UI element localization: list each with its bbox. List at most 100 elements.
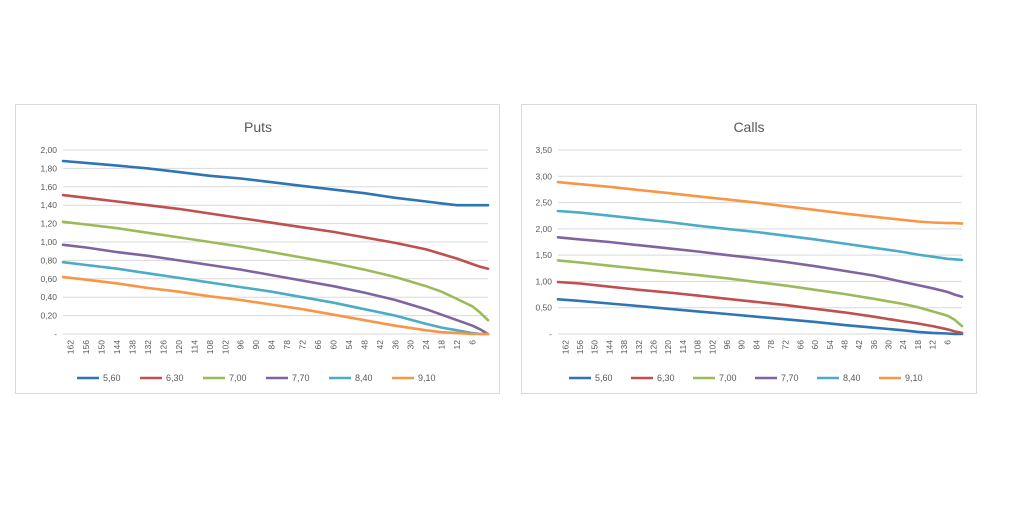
legend-item: 8,40 <box>817 373 861 383</box>
x-tick-label: 138 <box>128 340 138 354</box>
series-line <box>61 243 490 336</box>
puts-chart-panel: Puts - 0,20 0,40 0,60 0,80 1,00 1,20 1,40 1,60 1,8… <box>15 104 500 394</box>
y-tick-label: 0,20 <box>40 311 57 321</box>
y-tick-label: 0,80 <box>40 255 57 265</box>
x-tick-label: 150 <box>97 340 107 354</box>
x-tick-label: 96 <box>722 340 732 350</box>
legend-label: 7,70 <box>781 373 799 383</box>
x-tick-label: 120 <box>174 340 184 354</box>
series-line <box>61 220 490 322</box>
x-tick-label: 72 <box>781 340 791 350</box>
x-tick-label: 66 <box>795 340 805 350</box>
y-tick-label: 1,20 <box>40 219 57 229</box>
y-tick-label: 1,00 <box>40 237 57 247</box>
legend-label: 5,60 <box>595 373 613 383</box>
legend-label: 9,10 <box>418 373 436 383</box>
x-tick-label: 18 <box>437 340 447 350</box>
calls-chart: Calls - 0,50 1,00 1,50 2,00 2,50 3,00 3,50 162 156… <box>535 119 964 383</box>
legend-label: 6,30 <box>166 373 184 383</box>
y-tick-label: 1,80 <box>40 163 57 173</box>
series-line <box>556 180 964 225</box>
x-tick-label: 120 <box>663 340 673 354</box>
series-line <box>556 280 964 335</box>
legend-item: 5,60 <box>77 373 121 383</box>
y-tick-label: 2,00 <box>535 224 552 234</box>
series-line <box>556 298 964 336</box>
x-tick-label: 12 <box>452 340 462 350</box>
legend-label: 8,40 <box>355 373 373 383</box>
x-tick-label: 138 <box>619 340 629 354</box>
legend-label: 6,30 <box>657 373 675 383</box>
x-tick-label: 150 <box>590 340 600 354</box>
series-line <box>61 193 490 270</box>
x-tick-label: 144 <box>112 340 122 354</box>
x-tick-label: 42 <box>375 340 385 350</box>
x-tick-label: 72 <box>298 340 308 350</box>
x-tick-label: 30 <box>884 340 894 350</box>
x-tick-label: 126 <box>648 340 658 354</box>
legend-item: 7,70 <box>755 373 799 383</box>
legend-item: 5,60 <box>569 373 613 383</box>
legend-label: 8,40 <box>843 373 861 383</box>
x-tick-label: 96 <box>236 340 246 350</box>
x-tick-label: 54 <box>825 340 835 350</box>
legend-item: 7,00 <box>203 373 247 383</box>
y-tick-label: 3,00 <box>535 171 552 181</box>
x-tick-label: 144 <box>604 340 614 354</box>
x-tick-label: 156 <box>81 340 91 354</box>
x-tick-label: 78 <box>766 340 776 350</box>
series-line <box>556 259 964 328</box>
x-tick-label: 132 <box>143 340 153 354</box>
legend-item: 7,70 <box>266 373 310 383</box>
y-tick-label: 1,60 <box>40 182 57 192</box>
x-tick-label: 162 <box>560 340 570 354</box>
x-tick-label: 108 <box>693 340 703 354</box>
legend-item: 9,10 <box>392 373 436 383</box>
x-tick-label: 84 <box>267 340 277 350</box>
series-line <box>61 159 490 207</box>
y-tick-label: 0,60 <box>40 274 57 284</box>
y-tick-label: 0,50 <box>535 303 552 313</box>
legend-item: 6,30 <box>140 373 184 383</box>
x-tick-label: 42 <box>854 340 864 350</box>
x-tick-label: 102 <box>220 340 230 354</box>
x-tick-label: 12 <box>928 340 938 350</box>
x-tick-label: 36 <box>390 340 400 350</box>
x-tick-label: 54 <box>344 340 354 350</box>
x-tick-label: 114 <box>189 340 199 354</box>
x-tick-label: 126 <box>158 340 168 354</box>
x-tick-label: 114 <box>678 340 688 354</box>
y-tick-label: 1,40 <box>40 200 57 210</box>
x-tick-label: 6 <box>942 340 952 345</box>
series-line <box>556 236 964 298</box>
legend-label: 7,70 <box>292 373 310 383</box>
x-tick-label: 6 <box>468 340 478 345</box>
series-line <box>61 260 490 336</box>
y-tick-label: - <box>549 329 552 339</box>
x-tick-label: 30 <box>406 340 416 350</box>
x-tick-label: 102 <box>707 340 717 354</box>
series-line <box>61 275 490 336</box>
x-tick-label: 66 <box>313 340 323 350</box>
x-tick-label: 90 <box>737 340 747 350</box>
x-tick-label: 90 <box>251 340 261 350</box>
x-tick-label: 84 <box>751 340 761 350</box>
x-tick-label: 24 <box>421 340 431 350</box>
x-tick-label: 60 <box>810 340 820 350</box>
legend-label: 7,00 <box>229 373 247 383</box>
x-tick-label: 156 <box>575 340 585 354</box>
chart-title: Calls <box>733 119 764 135</box>
calls-chart-panel: Calls - 0,50 1,00 1,50 2,00 2,50 3,00 3,50 162 156… <box>521 104 977 394</box>
puts-chart: Puts - 0,20 0,40 0,60 0,80 1,00 1,20 1,40 1,60 1,8… <box>40 119 490 383</box>
y-tick-label: 1,00 <box>535 276 552 286</box>
x-tick-label: 162 <box>66 340 76 354</box>
legend-label: 7,00 <box>719 373 737 383</box>
y-tick-label: 0,40 <box>40 292 57 302</box>
x-tick-label: 36 <box>869 340 879 350</box>
y-tick-label: 3,50 <box>535 145 552 155</box>
legend-item: 6,30 <box>631 373 675 383</box>
y-tick-label: 2,00 <box>40 145 57 155</box>
legend-item: 7,00 <box>693 373 737 383</box>
x-tick-label: 108 <box>205 340 215 354</box>
x-tick-label: 48 <box>839 340 849 350</box>
